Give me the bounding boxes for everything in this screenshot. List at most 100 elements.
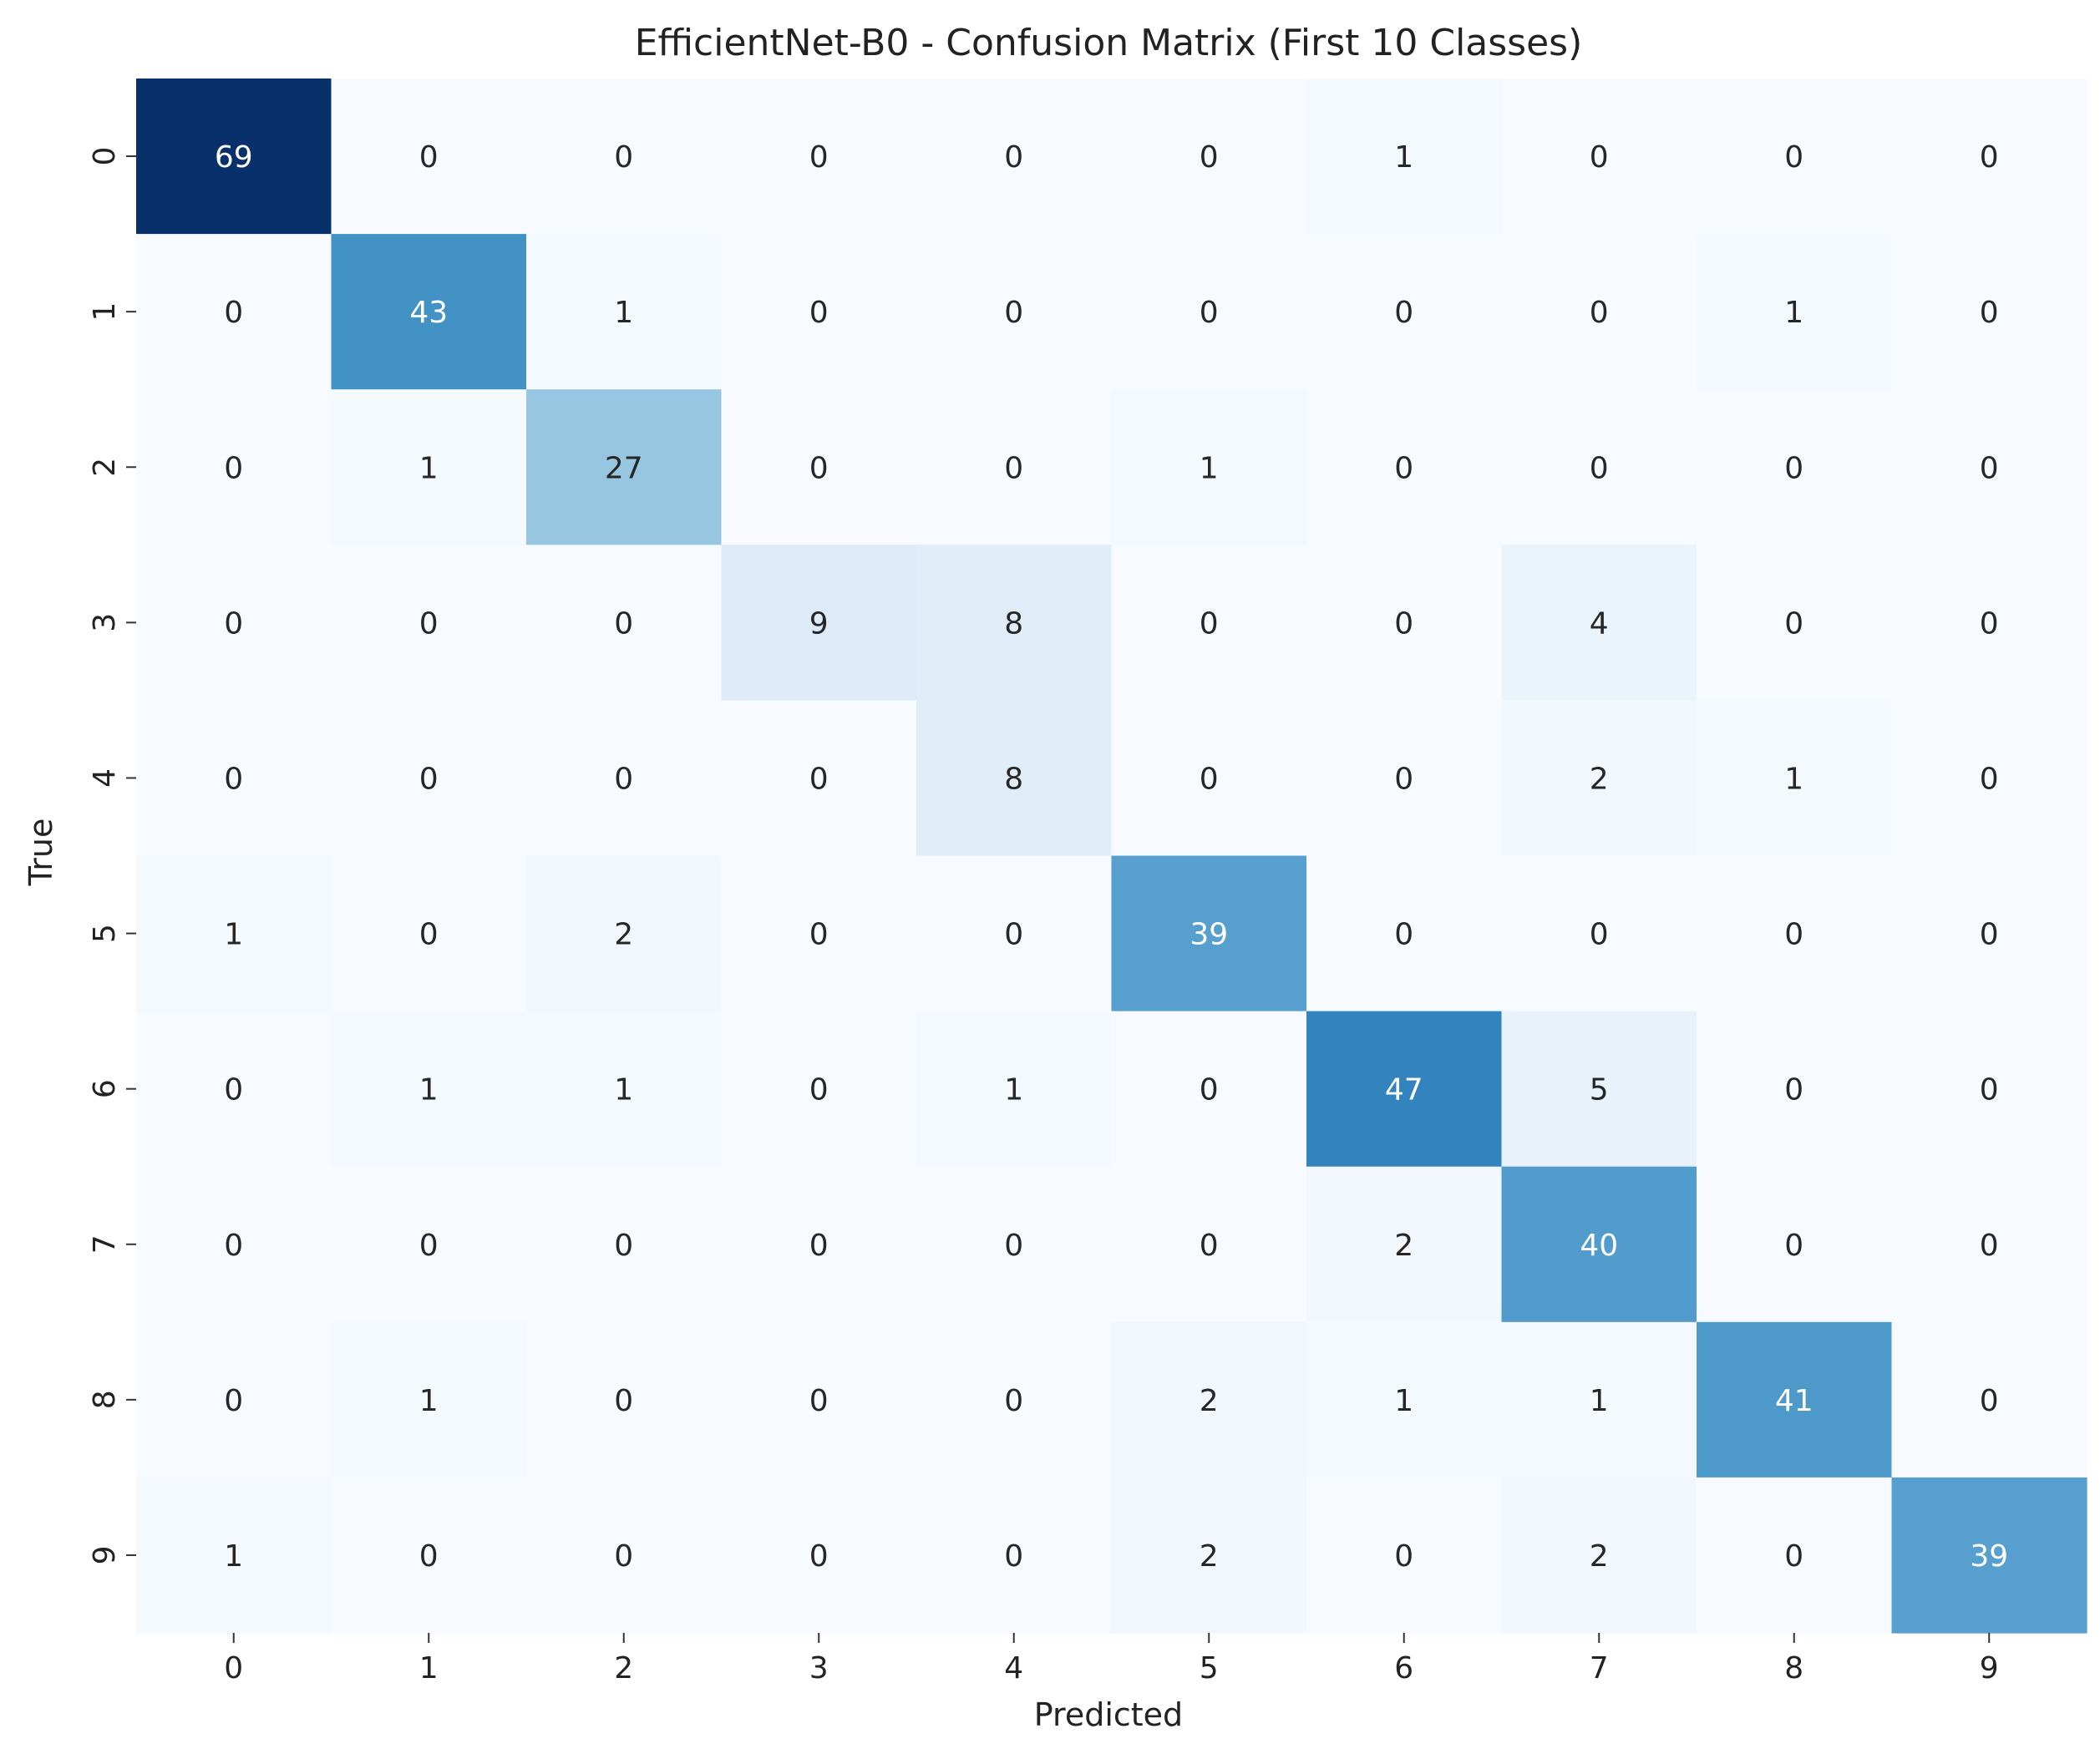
heatmap-cell xyxy=(916,1477,1113,1634)
heatmap-cell xyxy=(916,234,1113,390)
cell-value-label: 0 xyxy=(224,1229,243,1263)
heatmap-cell xyxy=(136,1011,332,1168)
cell-value-label: 0 xyxy=(419,140,439,175)
heatmap-cell xyxy=(1306,1166,1503,1323)
heatmap-cell xyxy=(1501,545,1697,701)
heatmap-cells xyxy=(136,79,2087,1634)
cell-value-label: 0 xyxy=(1980,451,1999,485)
heatmap-cell xyxy=(1111,79,1307,235)
cell-value-label: 1 xyxy=(614,296,633,330)
heatmap-cell xyxy=(136,545,332,701)
y-tick-label: 9 xyxy=(88,1545,122,1564)
cell-value-label: 0 xyxy=(809,918,829,952)
heatmap-cell xyxy=(1697,389,1893,545)
heatmap-cell xyxy=(1111,1321,1307,1478)
cell-value-label: 0 xyxy=(614,606,633,641)
cell-value-label: 0 xyxy=(809,1539,829,1574)
cell-value-label: 0 xyxy=(1784,451,1803,485)
cell-value-label: 0 xyxy=(419,1229,439,1263)
cell-value-label: 0 xyxy=(1590,451,1609,485)
x-tick-label: 7 xyxy=(1590,1651,1609,1686)
heatmap-cell xyxy=(1891,1477,2087,1634)
cell-value-label: 8 xyxy=(1004,606,1023,641)
heatmap-cell xyxy=(1697,1011,1893,1168)
cell-value-label: 0 xyxy=(224,762,243,796)
x-tick-label: 1 xyxy=(419,1651,439,1686)
cell-value-label: 0 xyxy=(1200,606,1219,641)
cell-value-label: 1 xyxy=(614,1073,633,1108)
cell-value-label: 0 xyxy=(224,451,243,485)
heatmap-cell xyxy=(136,1321,332,1478)
cell-value-label: 0 xyxy=(1980,140,1999,175)
x-tick-label: 0 xyxy=(224,1651,243,1686)
heatmap-cell xyxy=(1697,700,1893,857)
heatmap-cell xyxy=(1697,1477,1893,1634)
heatmap-cell xyxy=(136,79,332,235)
cell-value-label: 1 xyxy=(1590,1384,1609,1418)
cell-value-label: 2 xyxy=(1590,1539,1609,1574)
heatmap-cell xyxy=(1306,545,1503,701)
heatmap-cell xyxy=(1697,79,1893,235)
cell-value-label: 9 xyxy=(809,606,829,641)
cell-value-label: 0 xyxy=(1004,1384,1023,1418)
y-tick-label: 7 xyxy=(88,1234,122,1254)
heatmap-cell xyxy=(1891,855,2087,1012)
cell-value-label: 47 xyxy=(1385,1073,1423,1108)
heatmap-cell xyxy=(721,700,917,857)
x-tick-label: 9 xyxy=(1980,1651,1999,1686)
heatmap-cell xyxy=(331,389,527,545)
cell-value-label: 0 xyxy=(419,1539,439,1574)
cell-value-label: 0 xyxy=(1784,1229,1803,1263)
heatmap-cell xyxy=(1111,389,1307,545)
cell-value-label: 2 xyxy=(1590,762,1609,796)
cell-value-label: 40 xyxy=(1580,1229,1618,1263)
cell-value-label: 0 xyxy=(224,606,243,641)
heatmap-cell xyxy=(721,234,917,390)
cell-value-label: 1 xyxy=(1004,1073,1023,1108)
cell-value-label: 0 xyxy=(809,1073,829,1108)
heatmap-cell xyxy=(1306,1321,1503,1478)
x-tick-label: 5 xyxy=(1200,1651,1219,1686)
cell-value-label: 2 xyxy=(1394,1229,1413,1263)
heatmap-cell xyxy=(136,700,332,857)
heatmap-cell xyxy=(1306,700,1503,857)
heatmap-cell xyxy=(721,1011,917,1168)
heatmap-cell xyxy=(916,79,1113,235)
y-tick-label: 0 xyxy=(88,147,122,166)
heatmap-cell xyxy=(526,855,723,1012)
y-tick-label: 4 xyxy=(88,768,122,788)
cell-value-label: 0 xyxy=(1784,140,1803,175)
y-tick-label: 8 xyxy=(88,1390,122,1409)
cell-value-label: 0 xyxy=(1394,1539,1413,1574)
cell-value-label: 5 xyxy=(1590,1073,1609,1108)
heatmap-cell xyxy=(721,79,917,235)
x-tick-label: 6 xyxy=(1394,1651,1413,1686)
heatmap-cell xyxy=(916,855,1113,1012)
x-tick-label: 8 xyxy=(1784,1651,1803,1686)
heatmap-cell xyxy=(331,234,527,390)
cell-value-label: 1 xyxy=(224,918,243,952)
x-tick-label: 4 xyxy=(1004,1651,1023,1686)
heatmap-cell xyxy=(1306,1477,1503,1634)
heatmap-cell xyxy=(526,79,723,235)
heatmap-cell xyxy=(526,1166,723,1323)
heatmap-cell xyxy=(916,545,1113,701)
y-axis-ticks: 0 1 2 3 4 5 6 7 8 9 xyxy=(88,147,136,1564)
cell-value-label: 2 xyxy=(614,918,633,952)
cell-value-label: 1 xyxy=(419,1384,439,1418)
heatmap-cell xyxy=(721,1321,917,1478)
heatmap-cell xyxy=(1501,79,1697,235)
x-tick-label: 2 xyxy=(614,1651,633,1686)
heatmap-cell xyxy=(1501,855,1697,1012)
heatmap-cell xyxy=(136,234,332,390)
cell-value-label: 0 xyxy=(1590,140,1609,175)
cell-value-label: 41 xyxy=(1775,1384,1813,1418)
heatmap-cell xyxy=(916,1321,1113,1478)
heatmap-cell xyxy=(1501,1321,1697,1478)
heatmap-cell xyxy=(1697,855,1893,1012)
heatmap-cell xyxy=(1111,234,1307,390)
x-tick-label: 3 xyxy=(809,1651,829,1686)
cell-value-label: 0 xyxy=(224,1384,243,1418)
heatmap-cell xyxy=(1891,545,2087,701)
heatmap-cell xyxy=(136,389,332,545)
